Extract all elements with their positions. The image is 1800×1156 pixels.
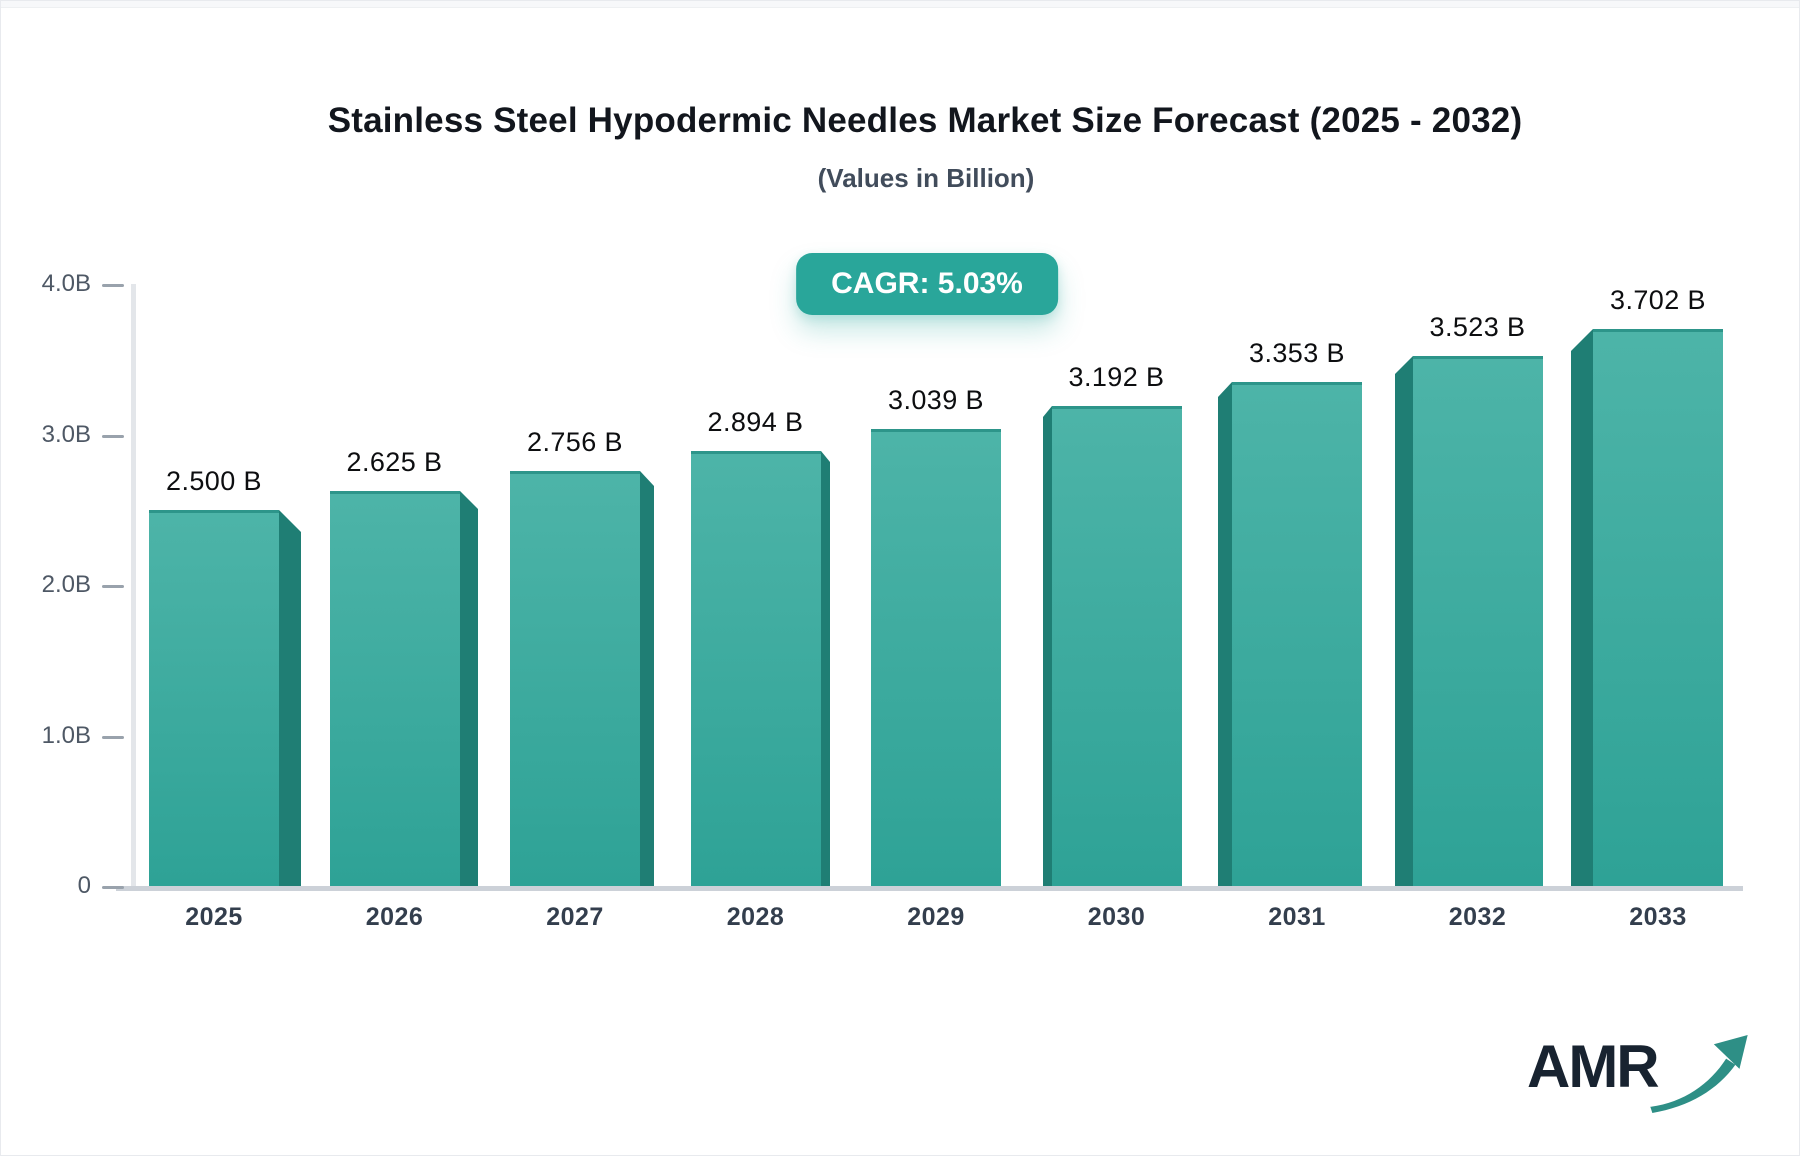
bar-value-label: 3.039 B bbox=[888, 385, 984, 415]
y-tick-label: 4.0B bbox=[41, 270, 91, 298]
bar-value-label: 3.192 B bbox=[1068, 362, 1165, 392]
bar bbox=[330, 491, 460, 886]
bar-3d-side bbox=[1043, 406, 1052, 886]
x-axis-label: 2030 bbox=[1087, 903, 1146, 931]
bar bbox=[1232, 382, 1362, 886]
chart-subtitle: (Values in Billion) bbox=[817, 163, 1035, 193]
y-tick-dash bbox=[102, 585, 124, 589]
bar-3d-side bbox=[460, 491, 478, 886]
bar bbox=[1593, 329, 1723, 886]
amr-logo-text: AMR bbox=[1527, 1033, 1660, 1100]
y-tick-dash bbox=[102, 735, 124, 739]
bar-3d-side bbox=[821, 451, 830, 886]
y-tick-dash bbox=[102, 434, 124, 438]
bar-value-label: 3.702 B bbox=[1610, 285, 1706, 315]
bar-value-label: 2.500 B bbox=[166, 466, 262, 496]
bar bbox=[1052, 406, 1182, 886]
y-tick-label: 3.0B bbox=[41, 420, 91, 448]
bar-3d-side bbox=[640, 471, 654, 886]
chart-title: Stainless Steel Hypodermic Needles Marke… bbox=[327, 101, 1523, 140]
x-axis-label: 2033 bbox=[1629, 903, 1687, 931]
growth-arrow-icon bbox=[1650, 1035, 1748, 1113]
bar-3d-side bbox=[1571, 329, 1593, 886]
bar bbox=[691, 451, 821, 886]
x-axis-label: 2029 bbox=[907, 903, 965, 931]
bar bbox=[149, 510, 279, 886]
window-top-edge bbox=[1, 1, 1799, 8]
y-tick-label: 0 bbox=[77, 872, 91, 899]
cagr-badge: CAGR: 5.03% bbox=[796, 253, 1058, 315]
y-axis-line bbox=[131, 284, 136, 886]
bar-value-label: 2.756 B bbox=[527, 427, 623, 457]
x-axis-label: 2032 bbox=[1448, 903, 1507, 931]
amr-logo: AMR bbox=[1527, 1031, 1748, 1131]
bar bbox=[1413, 356, 1543, 886]
bar-value-label: 2.625 B bbox=[346, 447, 443, 477]
y-tick-dash bbox=[102, 284, 124, 288]
bar-value-label: 3.353 B bbox=[1249, 338, 1345, 368]
x-axis-label: 2028 bbox=[726, 903, 785, 931]
y-tick-label: 2.0B bbox=[41, 571, 91, 599]
bar bbox=[510, 471, 640, 886]
bar-value-label: 2.894 B bbox=[707, 407, 804, 437]
x-axis-line bbox=[116, 886, 1743, 891]
x-axis-label: 2026 bbox=[365, 903, 424, 931]
x-axis-label: 2025 bbox=[185, 903, 243, 931]
x-axis-label: 2031 bbox=[1268, 903, 1326, 931]
x-axis-label: 2027 bbox=[546, 903, 604, 931]
y-tick-label: 1.0B bbox=[41, 721, 91, 749]
bar-3d-side bbox=[1218, 382, 1232, 886]
bar-3d-side bbox=[1395, 356, 1413, 886]
bar-3d-side bbox=[279, 510, 301, 886]
y-tick-dash bbox=[102, 886, 124, 889]
bar bbox=[871, 429, 1001, 886]
bar-value-label: 3.523 B bbox=[1429, 312, 1526, 342]
